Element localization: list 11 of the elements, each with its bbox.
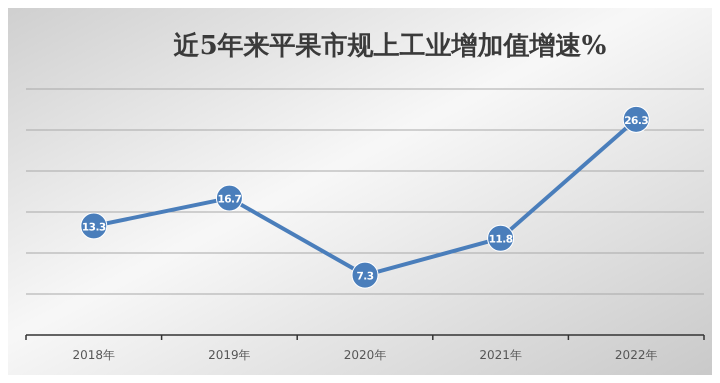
data-label: 16.7 <box>217 194 242 206</box>
data-label: 26.3 <box>624 114 648 127</box>
x-tick-label: 2019年 <box>208 348 251 362</box>
x-tick-label: 2018年 <box>72 348 116 362</box>
data-label: 7.3 <box>356 270 374 283</box>
x-tick-label: 2021年 <box>479 348 522 362</box>
x-tick-label: 2022年 <box>614 348 658 362</box>
x-tick-label: 2020年 <box>344 348 386 362</box>
data-label: 13.3 <box>82 221 106 234</box>
chart-title: 近5年来平果市规上工业增加值增速% <box>174 31 607 61</box>
data-label: 11.8 <box>488 234 513 246</box>
